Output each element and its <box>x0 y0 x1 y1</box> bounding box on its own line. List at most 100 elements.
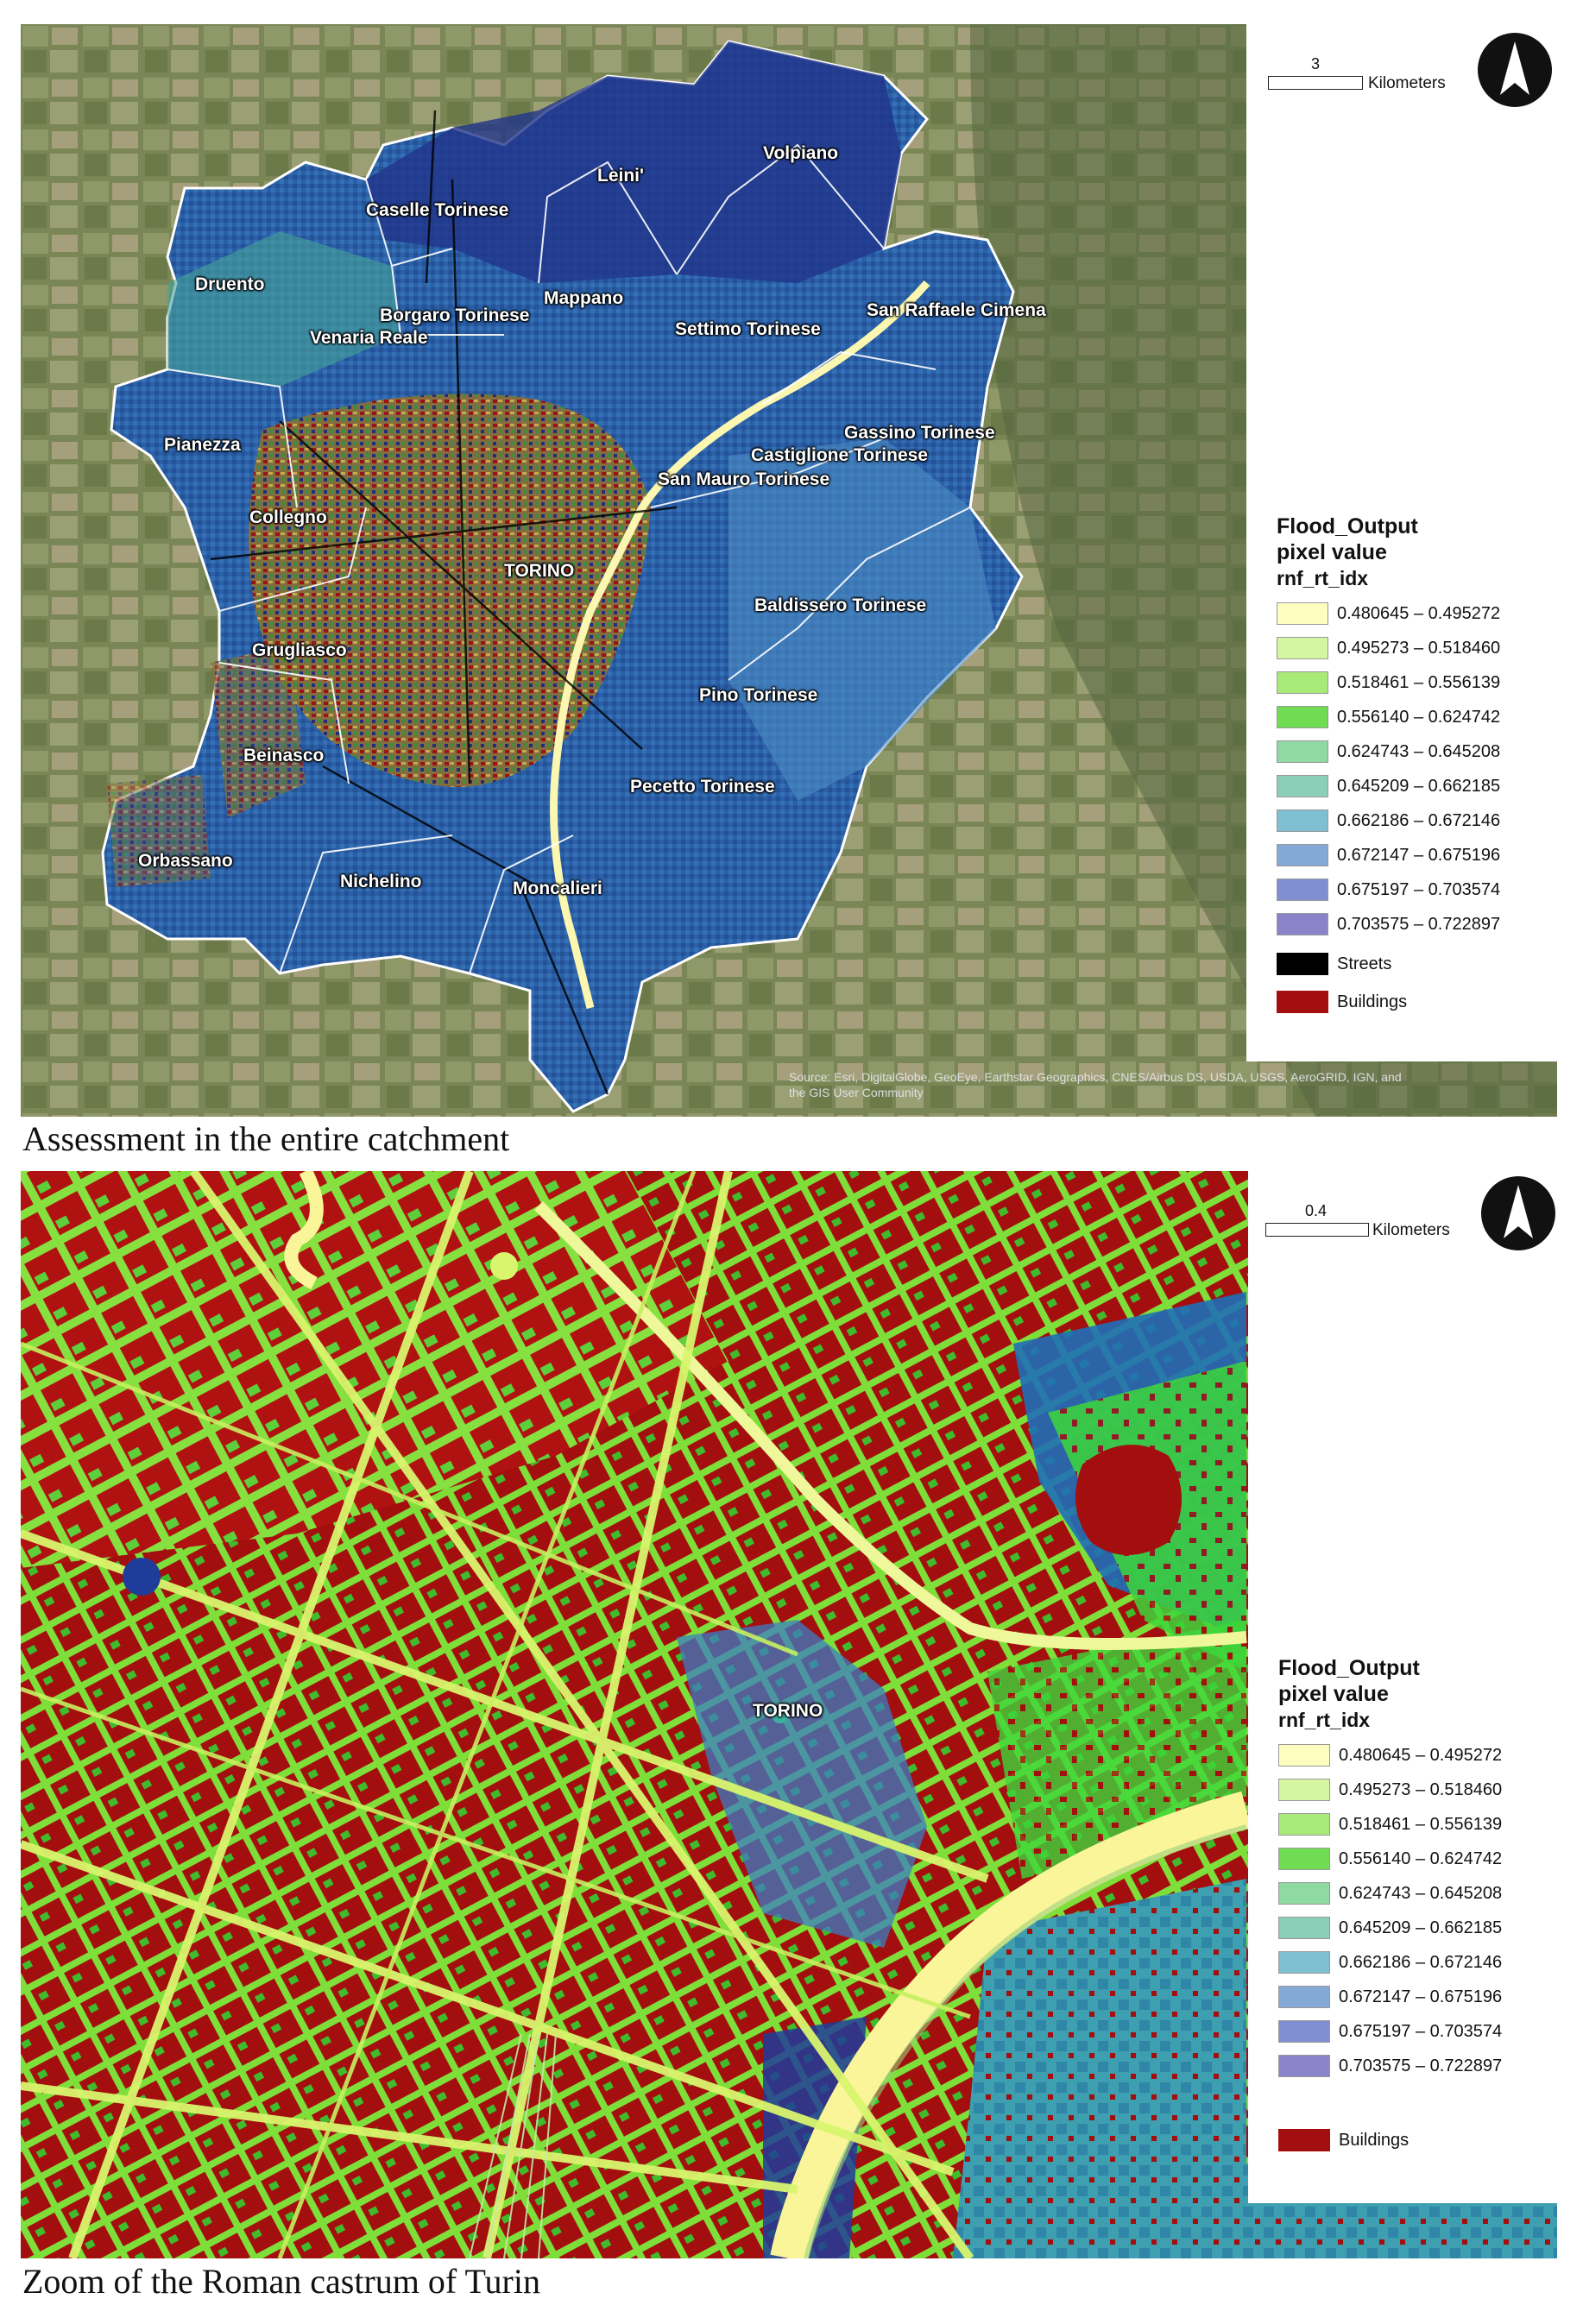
town-label: Caselle Torinese <box>366 200 509 220</box>
legend-label: Buildings <box>1337 992 1408 1011</box>
legend-swatch <box>1278 1917 1330 1939</box>
legend-swatch <box>1277 991 1328 1013</box>
scale-unit: Kilometers <box>1368 74 1446 92</box>
legend-title: Flood_Output <box>1277 514 1418 538</box>
legend-item: 0.480645 – 0.495272 <box>1277 599 1500 628</box>
scale-bar-graphic <box>1268 76 1363 90</box>
legend-item: 0.518461 – 0.556139 <box>1278 1810 1502 1839</box>
legend-label: 0.645209 – 0.662185 <box>1339 1918 1503 1937</box>
legend-item: 0.495273 – 0.518460 <box>1278 1775 1502 1804</box>
town-label: Collegno <box>249 507 327 527</box>
town-label: Beinasco <box>243 746 325 765</box>
town-label: Orbassano <box>138 851 233 871</box>
legend-swatch <box>1278 1882 1330 1905</box>
legend-swatch <box>1277 953 1328 975</box>
legend-label: 0.556140 – 0.624742 <box>1339 1848 1503 1868</box>
legend-label: 0.703575 – 0.722897 <box>1339 2056 1503 2075</box>
town-label: Pianezza <box>164 435 241 455</box>
scale-value: 0.4 <box>1305 1202 1328 1219</box>
figure-caption: Zoom of the Roman castrum of Turin <box>22 2262 540 2301</box>
legend-label: 0.662186 – 0.672146 <box>1339 1952 1503 1972</box>
legend-item: 0.675197 – 0.703574 <box>1278 2017 1502 2046</box>
legend-swatch <box>1278 2129 1330 2151</box>
legend-swatch <box>1278 2020 1330 2043</box>
legend-swatch <box>1278 2055 1330 2077</box>
legend-swatch <box>1278 1813 1330 1836</box>
town-label: Nichelino <box>340 872 422 891</box>
town-label: Castiglione Torinese <box>751 445 928 465</box>
town-label: Grugliasco <box>252 640 347 660</box>
town-label: Baldissero Torinese <box>754 595 927 615</box>
legend-label: 0.662186 – 0.672146 <box>1337 810 1501 830</box>
legend-item: 0.556140 – 0.624742 <box>1277 702 1500 732</box>
legend-swatch <box>1277 602 1328 625</box>
town-label: San Raffaele Cimena <box>867 300 1046 320</box>
town-label: Mappano <box>544 288 624 308</box>
legend-item: 0.645209 – 0.662185 <box>1278 1913 1502 1943</box>
legend-swatch <box>1278 1744 1330 1767</box>
legend-item-buildings: Buildings <box>1278 2126 1409 2155</box>
legend-swatch <box>1277 879 1328 901</box>
legend-item: 0.556140 – 0.624742 <box>1278 1844 1502 1874</box>
legend-title: Flood_Output <box>1278 1656 1420 1680</box>
legend-label: Buildings <box>1339 2130 1410 2150</box>
town-label: Pino Torinese <box>699 685 818 705</box>
legend-label: 0.518461 – 0.556139 <box>1337 672 1501 692</box>
legend-item: 0.672147 – 0.675196 <box>1278 1982 1502 2012</box>
legend-swatch <box>1277 706 1328 728</box>
town-label: Borgaro Torinese <box>380 305 530 325</box>
town-label: TORINO <box>504 561 575 581</box>
legend-label: 0.495273 – 0.518460 <box>1337 638 1501 658</box>
legend-item: 0.662186 – 0.672146 <box>1278 1948 1502 1977</box>
town-label: Gassino Torinese <box>844 423 995 443</box>
town-label: Pecetto Torinese <box>630 777 775 797</box>
legend-field: rnf_rt_idx <box>1277 567 1369 589</box>
scale-bar-graphic <box>1265 1223 1369 1237</box>
legend-label: 0.624743 – 0.645208 <box>1337 741 1501 761</box>
legend-item: 0.662186 – 0.672146 <box>1277 806 1500 835</box>
legend-item: 0.645209 – 0.662185 <box>1277 772 1500 801</box>
legend-label: 0.703575 – 0.722897 <box>1337 914 1501 934</box>
legend-label: 0.518461 – 0.556139 <box>1339 1814 1503 1834</box>
legend-label: 0.495273 – 0.518460 <box>1339 1779 1503 1799</box>
catchment-map: Volpiano Leini' Caselle Torinese Druento… <box>21 24 1557 1117</box>
legend-item-streets: Streets <box>1277 949 1391 979</box>
legend-item: 0.624743 – 0.645208 <box>1277 737 1500 766</box>
legend-item: 0.480645 – 0.495272 <box>1278 1741 1502 1770</box>
legend-label: 0.675197 – 0.703574 <box>1337 879 1501 899</box>
town-label: Settimo Torinese <box>675 319 821 339</box>
legend-label: 0.556140 – 0.624742 <box>1337 707 1501 727</box>
legend-subtitle: pixel value <box>1278 1682 1389 1706</box>
legend-item: 0.624743 – 0.645208 <box>1278 1879 1502 1908</box>
legend-label: 0.480645 – 0.495272 <box>1339 1745 1503 1765</box>
north-arrow-icon <box>1478 33 1552 107</box>
legend-swatch <box>1277 775 1328 797</box>
legend-label: 0.672147 – 0.675196 <box>1339 1987 1503 2006</box>
legend-swatch <box>1277 809 1328 832</box>
legend-swatch <box>1277 637 1328 659</box>
legend-panel: 3 Kilometers Flood_Output pixel value rn… <box>1246 24 1557 1061</box>
legend-swatch <box>1278 1779 1330 1801</box>
legend-item: 0.495273 – 0.518460 <box>1277 633 1500 663</box>
legend-item: 0.675197 – 0.703574 <box>1277 875 1500 904</box>
legend-field: rnf_rt_idx <box>1278 1709 1371 1731</box>
scale-value: 3 <box>1311 55 1321 72</box>
legend-swatch <box>1278 1986 1330 2008</box>
town-label: San Mauro Torinese <box>658 469 830 489</box>
town-label: TORINO <box>753 1701 823 1721</box>
town-label: Volpiano <box>763 143 839 163</box>
legend-swatch <box>1277 844 1328 866</box>
legend-item: 0.703575 – 0.722897 <box>1277 910 1500 939</box>
town-label: Leini' <box>597 166 644 186</box>
map-attribution: Source: Esri, DigitalGlobe, GeoEye, Eart… <box>789 1070 1402 1084</box>
figure-caption: Assessment in the entire catchment <box>22 1119 510 1158</box>
town-label: Venaria Reale <box>310 328 428 348</box>
legend-label: 0.675197 – 0.703574 <box>1339 2021 1503 2041</box>
legend-item: 0.672147 – 0.675196 <box>1277 841 1500 870</box>
legend-subtitle: pixel value <box>1277 540 1387 564</box>
legend-swatch <box>1278 1848 1330 1870</box>
legend-panel: 0.4 Kilometers Flood_Output pixel value … <box>1248 1171 1557 2203</box>
legend-swatch <box>1277 740 1328 763</box>
town-label: Druento <box>195 274 265 294</box>
legend-swatch <box>1277 671 1328 694</box>
